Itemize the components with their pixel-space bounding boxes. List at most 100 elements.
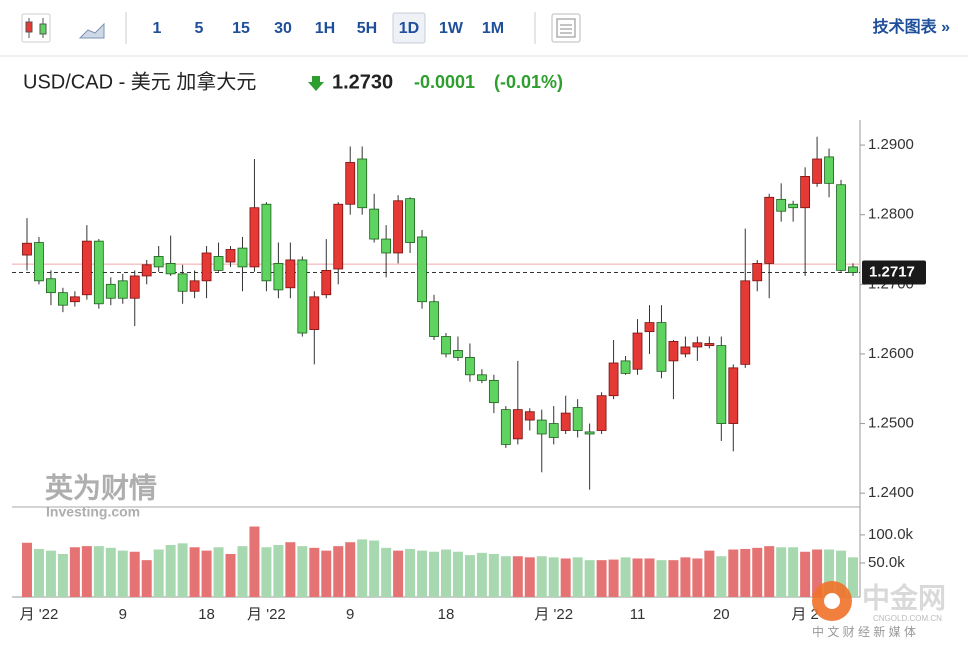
volume-bar <box>273 545 284 597</box>
candle-body <box>69 296 80 303</box>
volume-bar <box>620 557 631 597</box>
candle-body <box>153 256 164 268</box>
candle-body <box>500 409 511 445</box>
volume-bar <box>740 548 751 597</box>
y-tick-label: 1.2900 <box>868 136 914 153</box>
interval-button[interactable]: 1H <box>315 20 335 37</box>
volume-tick-label: 50.0k <box>868 554 905 571</box>
volume-bar <box>249 526 260 597</box>
candle-body <box>285 259 296 289</box>
interval-button[interactable]: 1 <box>153 20 162 37</box>
candle-body <box>213 256 224 271</box>
toolbar: 技术图表 » 1 5 15 30 1H 5H 1D 1W 1M <box>21 12 950 44</box>
candle-body <box>764 196 775 264</box>
volume-bar <box>464 555 475 597</box>
candle-body <box>93 240 104 305</box>
candle-body <box>512 409 523 440</box>
x-tick-label: 18 <box>198 606 215 623</box>
candle-body <box>620 360 631 374</box>
candle-body <box>812 158 822 184</box>
x-tick-label: 月 2 <box>791 606 819 623</box>
y-tick-label: 1.2600 <box>868 345 914 362</box>
candle-body <box>776 198 787 212</box>
y-tick-label: 1.2800 <box>868 206 914 223</box>
candle-body <box>46 278 56 294</box>
candle-icon[interactable] <box>21 13 51 43</box>
x-tick-label: 月 '22 <box>20 606 59 623</box>
candle-body <box>309 296 320 330</box>
candle-body <box>321 269 332 296</box>
candle-body <box>129 275 140 299</box>
interval-button[interactable]: 1D <box>399 20 419 37</box>
volume-bar <box>704 550 715 597</box>
candle-body <box>644 322 655 333</box>
volume-bar <box>788 547 799 597</box>
candle-body <box>656 322 667 372</box>
volume-bar <box>764 546 775 597</box>
volume-bar <box>716 556 727 597</box>
candle-body <box>58 292 68 306</box>
volume-bar <box>189 547 200 597</box>
volume-bar <box>57 553 68 597</box>
x-tick-label: 9 <box>346 606 354 623</box>
candle-body <box>357 158 368 209</box>
candle-body <box>740 280 751 365</box>
line-icon[interactable] <box>78 22 105 39</box>
volume-bar <box>93 546 104 597</box>
volume-bar <box>297 546 308 597</box>
volume-bar <box>572 557 583 597</box>
volume-bar <box>800 551 811 597</box>
candle-body <box>201 252 212 282</box>
x-tick-label: 9 <box>119 606 127 623</box>
volume-bar <box>285 542 296 597</box>
candle-body <box>393 200 404 254</box>
active-interval <box>392 12 426 44</box>
volume-bar <box>225 553 236 597</box>
candle-body <box>632 332 643 370</box>
volume-bar <box>45 550 56 597</box>
last-price-box <box>862 260 926 285</box>
candle-body <box>441 336 451 355</box>
layout-icon[interactable] <box>551 13 581 43</box>
logo-domain: CNGOLD.COM.CN <box>873 614 942 623</box>
volume-bar <box>668 560 679 597</box>
volume-bar <box>848 557 858 597</box>
down-arrow <box>308 76 324 91</box>
icon-body <box>556 18 576 38</box>
volume-bar <box>536 556 547 597</box>
volume-tick-label: 100.0k <box>868 526 914 543</box>
watermark-sub: Investing.com <box>46 504 140 520</box>
candle-body <box>476 374 487 381</box>
candle-body <box>584 431 595 435</box>
candle-body <box>117 280 128 299</box>
volume-bar <box>429 551 440 597</box>
candle-body <box>465 357 475 376</box>
candle-body <box>524 411 535 421</box>
icon-body <box>39 23 47 35</box>
interval-button[interactable]: 15 <box>232 20 250 37</box>
candle-body <box>608 362 619 397</box>
volume-bar <box>345 542 356 597</box>
volume-bar <box>680 557 691 597</box>
volume-bar <box>500 556 511 597</box>
volume-bar <box>836 550 847 597</box>
change: -0.0001 <box>414 72 475 92</box>
tech-chart-link[interactable]: 技术图表 » <box>873 17 950 36</box>
volume-bar <box>644 558 655 597</box>
interval-button[interactable]: 1W <box>439 20 464 37</box>
interval-button[interactable]: 5 <box>195 20 204 37</box>
volume-bar <box>812 549 823 597</box>
candle-body <box>333 203 344 270</box>
price: 1.2730 <box>332 71 393 93</box>
interval-button[interactable]: 30 <box>274 20 292 37</box>
interval-button[interactable]: 1M <box>482 20 504 37</box>
candle-body <box>836 184 846 271</box>
candle-body <box>728 367 739 424</box>
volume-bar <box>417 550 428 597</box>
candle-body <box>34 242 44 282</box>
candle-body <box>273 263 284 291</box>
interval-button[interactable]: 5H <box>357 20 377 37</box>
candle-body <box>704 343 715 346</box>
candle-body <box>261 203 272 282</box>
